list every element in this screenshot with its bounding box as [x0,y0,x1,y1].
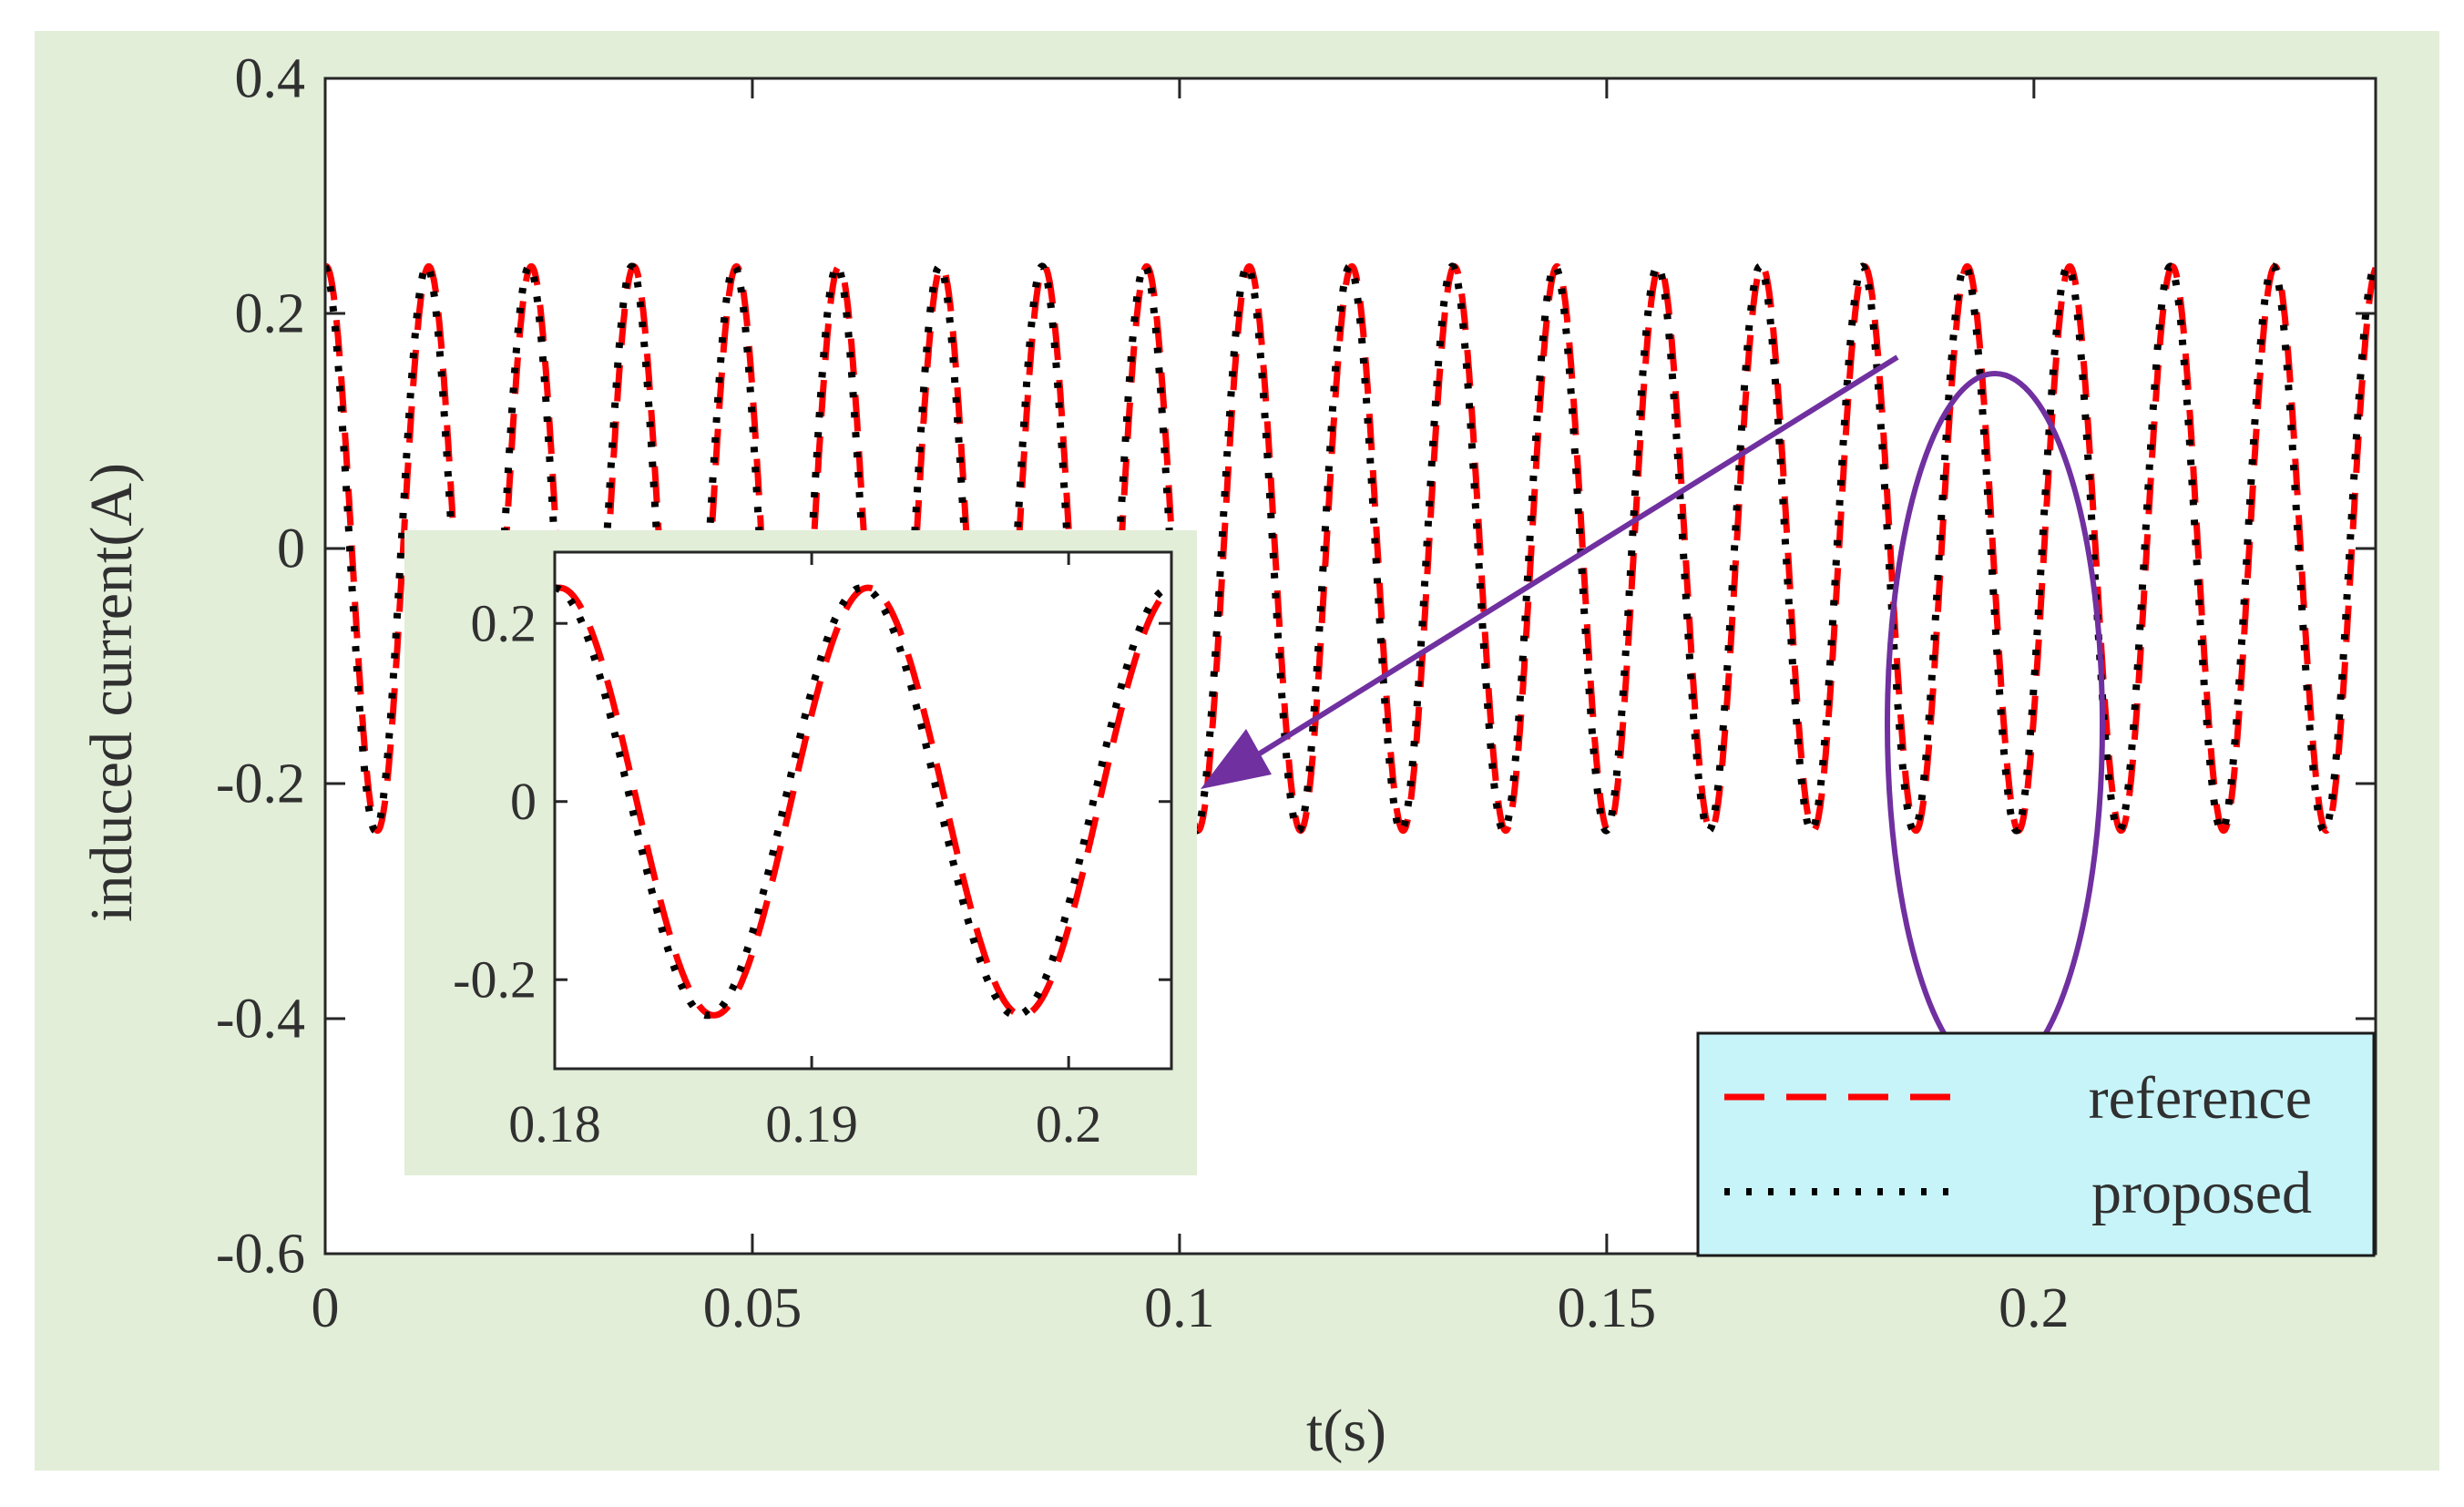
main-xtick-label: 0.2 [1999,1277,2070,1339]
inset-series-proposed [555,584,1171,1020]
main-ytick-label: 0 [277,518,305,579]
main-ytick-label: -0.4 [216,988,305,1050]
inset-xtick-label: 0.2 [1036,1094,1102,1153]
legend-box [1696,1031,2376,1257]
x-axis-label: t(s) [1306,1398,1386,1464]
zoom-arrow-shaft [1246,354,1899,764]
legend-proposed-label: proposed [2091,1160,2312,1226]
inset-ytick-label: 0.2 [471,593,537,652]
main-ytick-label: -0.6 [216,1223,305,1285]
main-ticks: 0 0.05 0.1 0.15 0.2 -0.6 -0.4 -0.2 0 0.2 0.4 [216,47,2376,1339]
inset-xtick-label: 0.19 [765,1094,858,1153]
main-ytick-label: -0.2 [216,753,305,815]
inset-series-group [555,584,1171,1020]
main-xtick-label: 0.1 [1144,1277,1215,1339]
main-ytick-label: 0.2 [235,282,306,344]
inset-xtick-label: 0.18 [508,1094,601,1153]
main-xtick-label: 0.15 [1558,1277,1657,1339]
main-xtick-label: 0 [312,1277,340,1339]
zoom-arrow-head [1201,729,1272,789]
main-xtick-label: 0.05 [703,1277,803,1339]
inset-axes-frame [553,550,1173,1071]
inset-ytick-label: 0 [510,772,537,831]
inset-ticks: 0.18 0.19 0.2 -0.2 0 0.2 [453,552,1171,1153]
inset-series-reference [555,584,1171,1019]
legend-reference-label: reference [2089,1065,2312,1132]
main-axes-frame [323,77,2377,1256]
inset-ytick-label: -0.2 [453,949,537,1009]
main-ytick-label: 0.4 [235,47,306,109]
inset-axes-area [555,552,1171,1069]
y-axis-label: induced current(A) [78,463,145,922]
